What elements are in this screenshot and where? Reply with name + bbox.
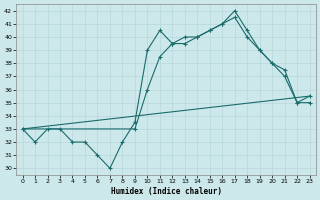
X-axis label: Humidex (Indice chaleur): Humidex (Indice chaleur) [111,187,221,196]
